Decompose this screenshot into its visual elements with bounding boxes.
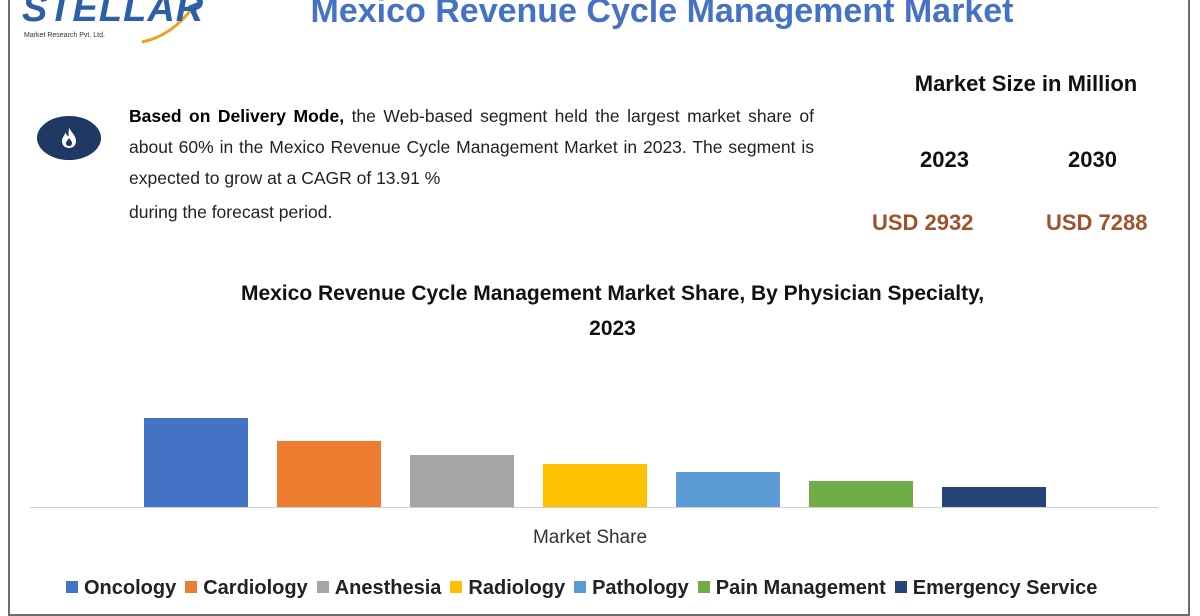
legend-label: Oncology — [84, 577, 177, 599]
description-body: the Web-based segment held the largest m… — [129, 106, 814, 188]
legend-swatch — [894, 581, 907, 593]
page-title: Mexico Revenue Cycle Management Market — [310, 0, 1014, 30]
description-last-line: during the forecast period. — [129, 202, 333, 222]
value-2023: USD 2932 — [872, 210, 974, 235]
legend-item-anesthesia: Anesthesia — [316, 577, 442, 600]
legend-label: Radiology — [468, 577, 566, 599]
value-2030: USD 7288 — [1046, 210, 1148, 235]
legend-swatch — [185, 581, 198, 593]
legend-item-emergency-service: Emergency Service — [894, 577, 1098, 600]
bar-pain-management — [809, 481, 913, 507]
legend-item-pathology: Pathology — [574, 577, 689, 600]
legend-item-radiology: Radiology — [450, 577, 565, 600]
chart-title-line1: Mexico Revenue Cycle Management Market S… — [240, 282, 985, 305]
bar-radiology — [543, 464, 647, 507]
legend-swatch — [574, 581, 587, 593]
chart-legend: Oncology Cardiology Anesthesia Radiology Pat… — [66, 577, 1186, 600]
year-2023-label: 2023 — [920, 147, 969, 172]
logo-word: STELLAR — [22, 0, 205, 30]
legend-swatch — [697, 581, 710, 593]
description-text: Based on Delivery Mode, the Web-based se… — [129, 101, 814, 228]
legend-label: Pathology — [592, 577, 689, 599]
logo-swoosh-icon — [141, 2, 198, 44]
bar-cardiology — [277, 441, 381, 507]
legend-label: Pain Management — [715, 577, 886, 599]
chart-title-line2: 2023 — [589, 317, 636, 340]
legend-label: Anesthesia — [334, 577, 442, 599]
legend-swatch — [316, 581, 329, 593]
bar-anesthesia — [410, 455, 514, 507]
legend-swatch — [66, 581, 78, 593]
year-2030-label: 2030 — [1068, 147, 1117, 172]
description-bold-lead: Based on Delivery Mode, — [129, 106, 345, 126]
legend-label: Cardiology — [203, 577, 308, 599]
stellar-logo: STELLAR Market Research Pvt. Ltd. — [22, 0, 205, 48]
legend-swatch — [450, 581, 463, 593]
bar-emergency-service — [942, 487, 1046, 507]
bar-chart — [30, 418, 1158, 508]
bar-oncology — [144, 418, 248, 507]
legend-item-pain-management: Pain Management — [697, 577, 886, 600]
legend-label: Emergency Service — [912, 577, 1098, 599]
bar-pathology — [676, 472, 780, 507]
x-axis-label: Market Share — [532, 527, 648, 548]
flame-icon — [37, 116, 101, 160]
legend-item-oncology: Oncology — [66, 577, 176, 600]
market-size-title: Market Size in Million — [914, 71, 1138, 96]
legend-item-cardiology: Cardiology — [185, 577, 308, 600]
chart-title: Mexico Revenue Cycle Management Market S… — [120, 276, 1105, 346]
logo-subtitle: Market Research Pvt. Ltd. — [24, 32, 105, 39]
